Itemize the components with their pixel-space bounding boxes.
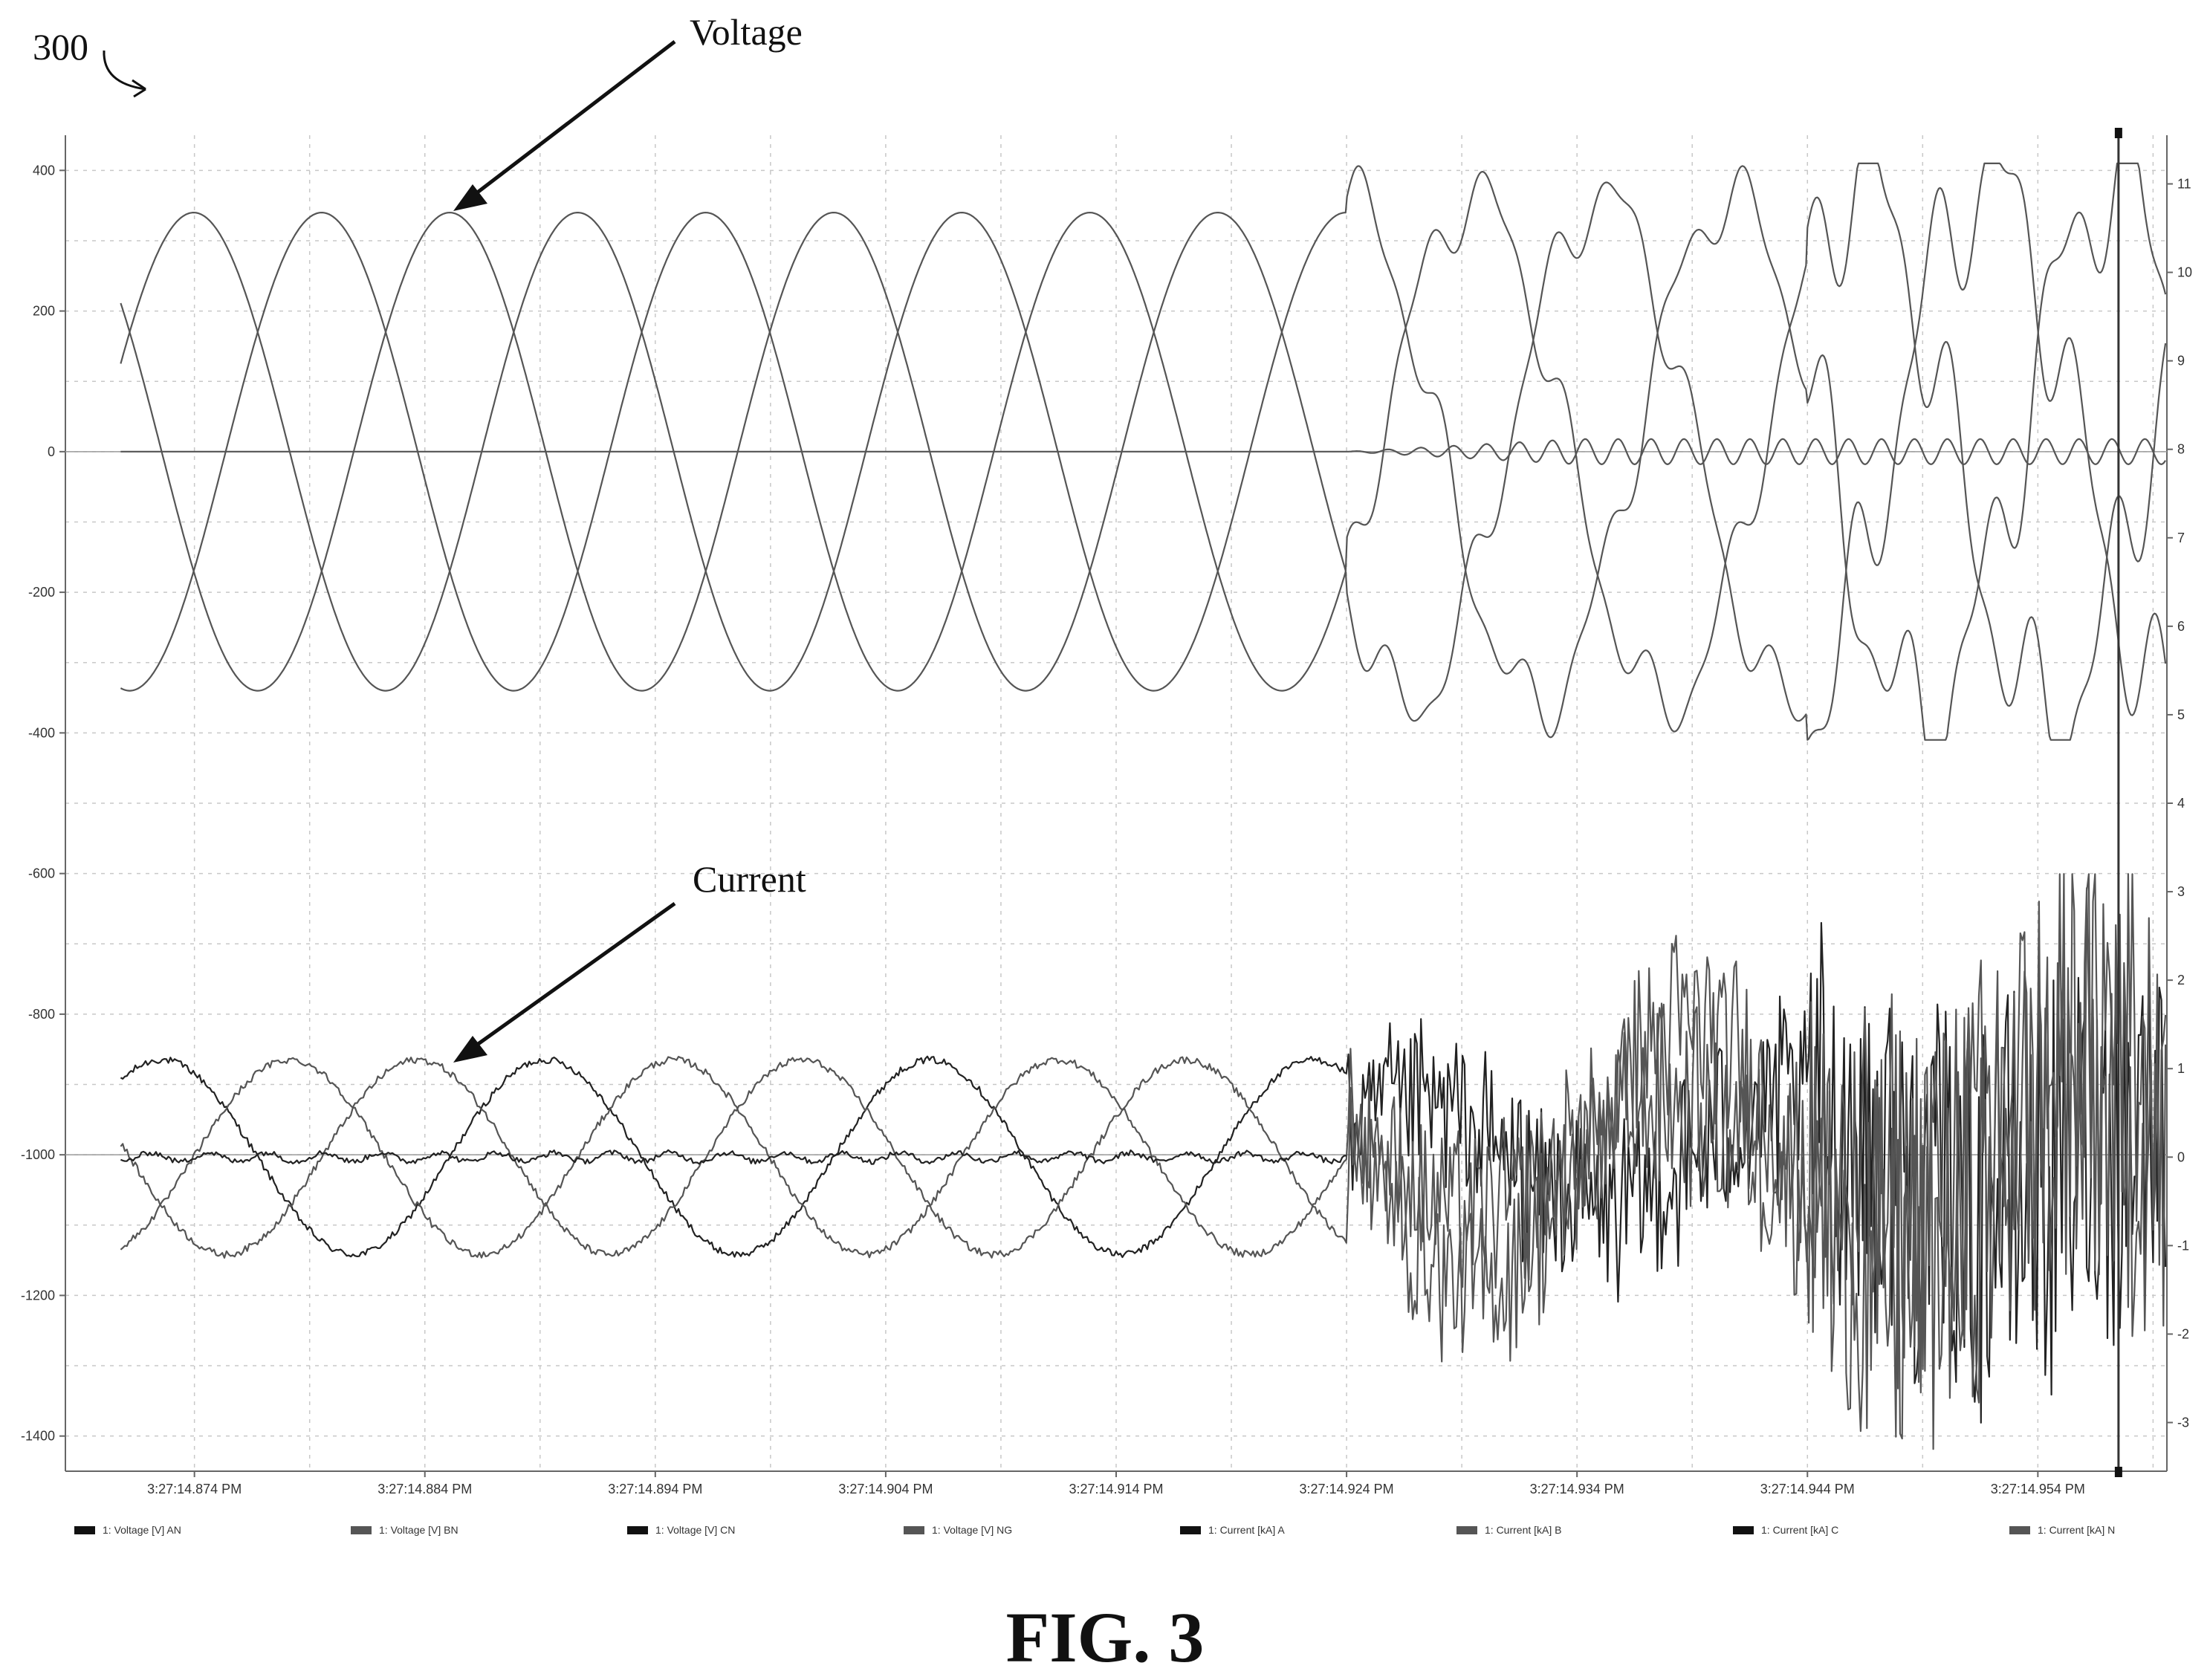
series-line-1-voltage-v-ng [120,438,2167,466]
legend[interactable]: 1: Voltage [V] AN 1: Voltage [V] BN 1: Vol… [74,1524,2115,1536]
legend-swatch[interactable] [1733,1526,1754,1534]
legend-entry[interactable]: 1: Current [kA] A [1208,1524,1285,1536]
y-right-tick-label: 9 [2177,354,2185,369]
y-tick-label: 200 [33,304,55,319]
legend-entry[interactable]: 1: Current [kA] N [2038,1524,2115,1536]
y-right-tick-label: 0 [2177,1149,2185,1164]
y-right-tick-label: 11 [2177,176,2191,191]
x-tick-label: 3:27:14.884 PM [377,1482,472,1496]
figure-reference-number: 300 [33,26,88,68]
y-right-tick-label: 4 [2177,796,2185,811]
legend-entry[interactable]: 1: Voltage [V] BN [379,1524,458,1536]
reference-arrowhead [132,79,146,98]
series-line-1-current-ka-a [120,921,2167,1424]
y-tick-label: 400 [33,163,55,178]
current-arrow [465,901,676,1054]
y-right-tick-label: -3 [2177,1415,2189,1430]
x-tick-label: 3:27:14.924 PM [1300,1482,1394,1496]
current-annotation: Current [693,858,806,900]
series-line-1-current-ka-c [120,886,2167,1389]
y-right-tick-label: -1 [2177,1238,2189,1253]
legend-entry[interactable]: 1: Voltage [V] NG [932,1524,1012,1536]
x-tick-label: 3:27:14.914 PM [1069,1482,1163,1496]
legend-entry[interactable]: 1: Current [kA] C [1761,1524,1838,1536]
voltage-arrow [465,40,676,202]
x-tick-label: 3:27:14.894 PM [608,1482,702,1496]
y-right-tick-label: -2 [2177,1326,2189,1341]
y-right-tick-label: 2 [2177,973,2185,987]
legend-entry[interactable]: 1: Voltage [V] CN [655,1524,735,1536]
legend-entry[interactable]: 1: Voltage [V] AN [103,1524,181,1536]
x-tick-label: 3:27:14.944 PM [1760,1482,1855,1496]
cursor-handle-top [2114,128,2122,138]
y-right-tick-label: 8 [2177,442,2185,457]
legend-swatch[interactable] [351,1526,372,1534]
legend-swatch[interactable] [2009,1526,2030,1534]
x-tick-label: 3:27:14.904 PM [838,1482,933,1496]
y-tick-label: -1000 [21,1147,55,1162]
y-tick-label: -800 [28,1007,55,1022]
y-right-tick-label: 6 [2177,619,2185,634]
time-cursors [2114,128,2122,1477]
y-right-tick-label: 10 [2177,265,2192,280]
legend-swatch[interactable] [1456,1526,1477,1534]
y-right-tick-label: 1 [2177,1061,2185,1076]
series-line-1-current-ka-b [120,873,2167,1450]
current-arrowhead [453,1036,487,1063]
y-axis-left-ticks: 400 200 0 -200 -400 -600 -800 -1000 -1200 -1400 [21,163,65,1444]
voltage-arrowhead [453,184,487,211]
figure-caption: FIG. 3 [1005,1598,1205,1677]
y-tick-label: -1400 [21,1429,55,1444]
voltage-annotation: Voltage [690,11,803,53]
series-line-1-current-ka-n [120,1149,1347,1165]
reference-arrow [103,50,146,91]
series-line-1-voltage-v-bn [120,162,2167,741]
legend-entry[interactable]: 1: Current [kA] B [1485,1524,1561,1536]
legend-swatch[interactable] [1180,1526,1201,1534]
series-line-1-voltage-v-an [120,162,2167,741]
y-tick-label: -200 [28,585,55,600]
x-tick-label: 3:27:14.874 PM [147,1482,242,1496]
y-right-tick-label: 7 [2177,531,2185,545]
x-tick-label: 3:27:14.934 PM [1530,1482,1624,1496]
y-tick-label: -400 [28,725,55,740]
legend-swatch[interactable] [627,1526,648,1534]
x-tick-label: 3:27:14.954 PM [1991,1482,2085,1496]
x-axis-ticks: 3:27:14.874 PM 3:27:14.884 PM 3:27:14.894 … [147,1471,2085,1496]
legend-swatch[interactable] [904,1526,924,1534]
y-tick-label: -600 [28,866,55,881]
legend-swatch[interactable] [74,1526,95,1534]
annotation-arrows [103,40,676,1063]
cursor-handle-bottom [2114,1467,2122,1477]
y-right-tick-label: 3 [2177,884,2185,899]
series-line-1-voltage-v-cn [120,162,2167,741]
y-tick-label: -1200 [21,1288,55,1303]
series-traces [120,162,2167,1450]
y-tick-label: 0 [48,444,55,459]
y-right-tick-label: 5 [2177,707,2185,722]
